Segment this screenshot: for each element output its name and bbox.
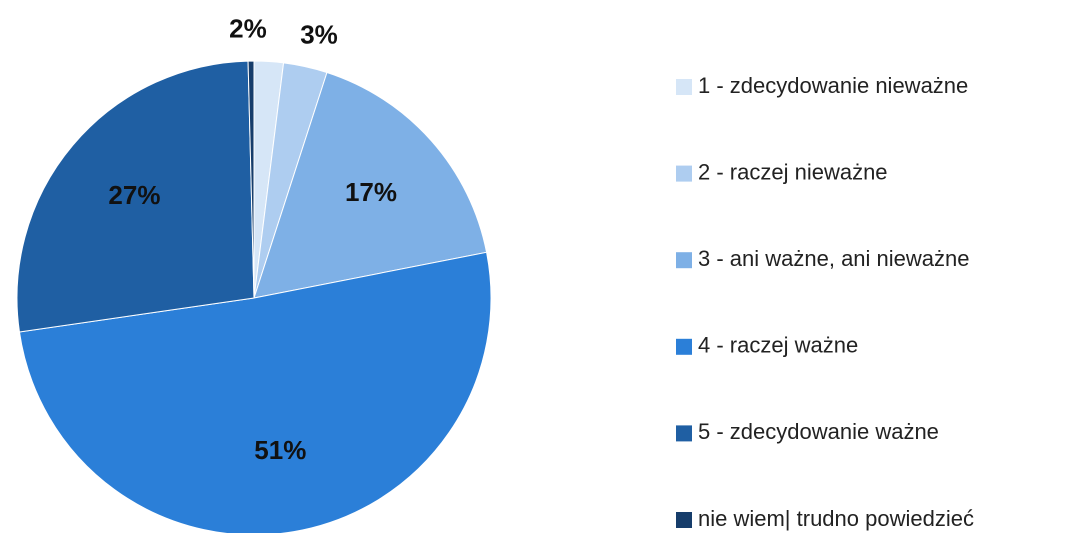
legend-label: 2 - raczej nieważne [698, 159, 888, 184]
legend-swatch [676, 338, 692, 355]
data-label: 3% [300, 19, 338, 49]
pie-slice [16, 60, 255, 333]
data-label: 2% [229, 14, 267, 44]
legend-label: 1 - zdecydowanie nieważne [698, 73, 968, 98]
legend-label: 5 - zdecydowanie ważne [698, 419, 939, 444]
legend-swatch [676, 252, 692, 269]
legend-swatch [676, 425, 692, 442]
data-label: 51% [254, 435, 306, 465]
pie-slice [253, 71, 488, 299]
legend-label: 4 - raczej ważne [698, 333, 858, 358]
legend-swatch [676, 512, 692, 528]
data-label: 27% [108, 180, 160, 210]
pie-slice [18, 251, 492, 533]
pie-slice [247, 60, 255, 299]
legend-swatch [676, 79, 692, 95]
legend-label: 3 - ani ważne, ani nieważne [698, 246, 970, 271]
legend-label: nie wiem| trudno powiedzieć [698, 506, 974, 531]
data-label: 17% [345, 177, 397, 207]
legend-swatch [676, 165, 692, 182]
